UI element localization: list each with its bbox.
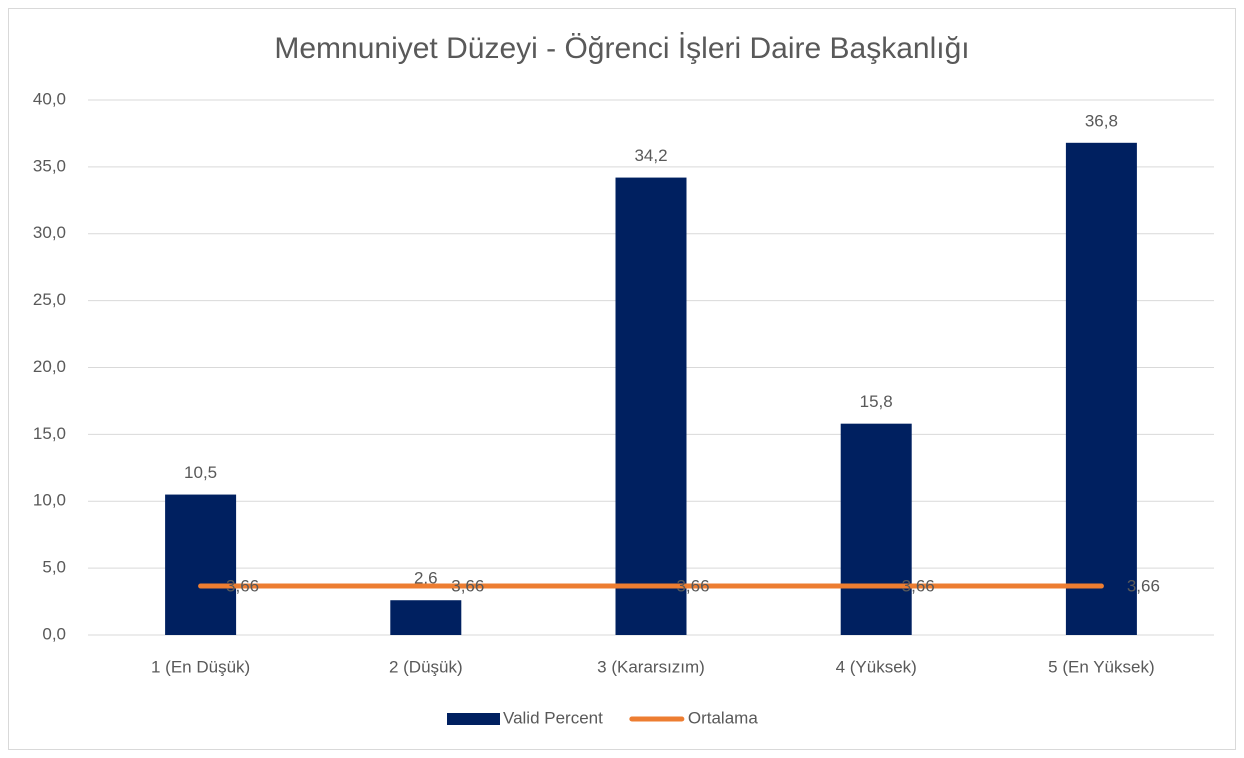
x-tick-label: 4 (Yüksek) <box>836 657 917 676</box>
line-value-label: 3,66 <box>226 577 259 596</box>
y-tick-label: 40,0 <box>33 89 66 108</box>
bar <box>1065 142 1137 636</box>
chart-title: Memnuniyet Düzeyi - Öğrenci İşleri Daire… <box>274 32 969 65</box>
line-value-label: 3,66 <box>451 577 484 596</box>
bar <box>840 423 912 635</box>
y-tick-label: 15,0 <box>33 424 66 443</box>
bar <box>165 494 237 635</box>
x-tick-label: 3 (Kararsızım) <box>597 657 705 676</box>
line-value-label: 3,66 <box>902 577 935 596</box>
bar-value-label: 15,8 <box>860 392 893 411</box>
bar-value-label: 10,5 <box>184 463 217 482</box>
bar <box>615 177 687 635</box>
bar-value-label: 2,6 <box>414 569 438 588</box>
y-tick-label: 35,0 <box>33 156 66 175</box>
bar-value-label: 36,8 <box>1085 111 1118 130</box>
legend-swatch <box>447 713 500 725</box>
x-tick-label: 2 (Düşük) <box>389 657 463 676</box>
bar-value-label: 34,2 <box>634 146 667 165</box>
line-value-label: 3,66 <box>1127 577 1160 596</box>
y-tick-label: 5,0 <box>42 558 66 577</box>
y-tick-label: 20,0 <box>33 357 66 376</box>
y-tick-label: 30,0 <box>33 223 66 242</box>
line-value-label: 3,66 <box>676 577 709 596</box>
legend-label: Ortalama <box>688 708 758 727</box>
y-tick-label: 10,0 <box>33 491 66 510</box>
x-tick-label: 1 (En Düşük) <box>151 657 250 676</box>
y-tick-label: 25,0 <box>33 290 66 309</box>
legend-label: Valid Percent <box>503 708 603 727</box>
x-tick-label: 5 (En Yüksek) <box>1048 657 1154 676</box>
y-tick-label: 0,0 <box>42 624 66 643</box>
bar <box>390 600 462 635</box>
